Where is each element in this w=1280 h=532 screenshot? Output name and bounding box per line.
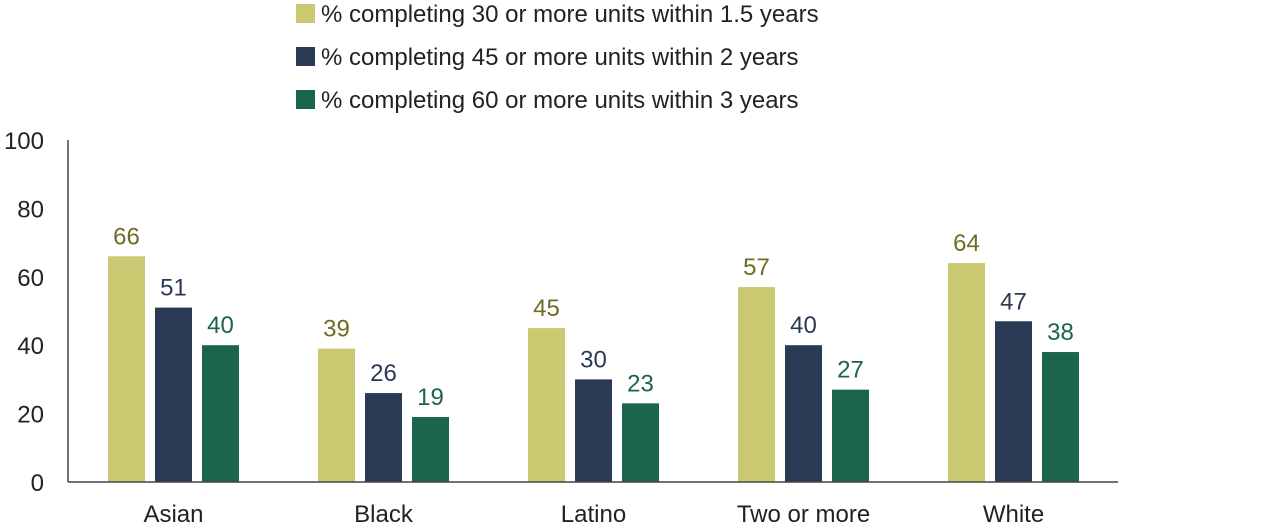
y-tick-label: 80 [17, 196, 44, 223]
bar-3-white [1042, 352, 1079, 482]
x-category-label: Two or more [737, 501, 870, 528]
data-label: 23 [627, 370, 654, 397]
data-label: 38 [1047, 319, 1074, 346]
data-label: 47 [1000, 288, 1027, 315]
legend-swatch-1 [296, 4, 315, 23]
legend-label-1: % completing 30 or more units within 1.5… [321, 1, 819, 28]
data-label: 45 [533, 295, 560, 322]
data-label: 40 [207, 312, 234, 339]
data-labels: 66 51 40 39 26 19 45 30 23 57 40 27 64 47 38 [113, 223, 1074, 411]
legend-label-2: % completing 45 or more units within 2 y… [321, 44, 799, 71]
data-label: 30 [580, 346, 607, 373]
bar-3-two-or-more [832, 389, 869, 482]
data-label: 64 [953, 230, 980, 257]
x-category-label: Asian [143, 501, 203, 528]
data-label: 40 [790, 312, 817, 339]
data-label: 39 [323, 316, 350, 343]
data-label: 19 [417, 384, 444, 411]
bar-2-asian [155, 307, 192, 482]
bar-1-asian [108, 256, 145, 482]
bar-2-two-or-more [785, 345, 822, 482]
x-category-label: Black [354, 501, 414, 528]
x-category-label: White [983, 501, 1044, 528]
y-axis: 0 20 40 60 80 100 [4, 128, 69, 497]
y-tick-label: 20 [17, 402, 44, 429]
data-label: 27 [837, 357, 864, 384]
y-tick-label: 60 [17, 265, 44, 292]
legend: % completing 30 or more units within 1.5… [296, 1, 819, 114]
bar-2-black [365, 393, 402, 482]
bar-1-black [318, 348, 355, 482]
bar-1-latino [528, 328, 565, 482]
data-label: 57 [743, 254, 770, 281]
bars [108, 256, 1079, 482]
legend-label-3: % completing 60 or more units within 3 y… [321, 87, 799, 114]
bar-2-white [995, 321, 1032, 482]
data-label: 26 [370, 360, 397, 387]
data-label: 66 [113, 223, 140, 250]
x-axis: Asian Black Latino Two or more White [68, 481, 1118, 528]
bar-3-black [412, 417, 449, 482]
y-tick-label: 0 [31, 470, 44, 497]
y-tick-label: 100 [4, 128, 44, 155]
x-category-label: Latino [561, 501, 626, 528]
bar-3-asian [202, 345, 239, 482]
bar-1-two-or-more [738, 287, 775, 482]
legend-swatch-2 [296, 47, 315, 66]
bar-2-latino [575, 379, 612, 482]
legend-swatch-3 [296, 90, 315, 109]
data-label: 51 [160, 275, 187, 302]
bar-3-latino [622, 403, 659, 482]
bar-1-white [948, 263, 985, 482]
y-tick-label: 40 [17, 333, 44, 360]
